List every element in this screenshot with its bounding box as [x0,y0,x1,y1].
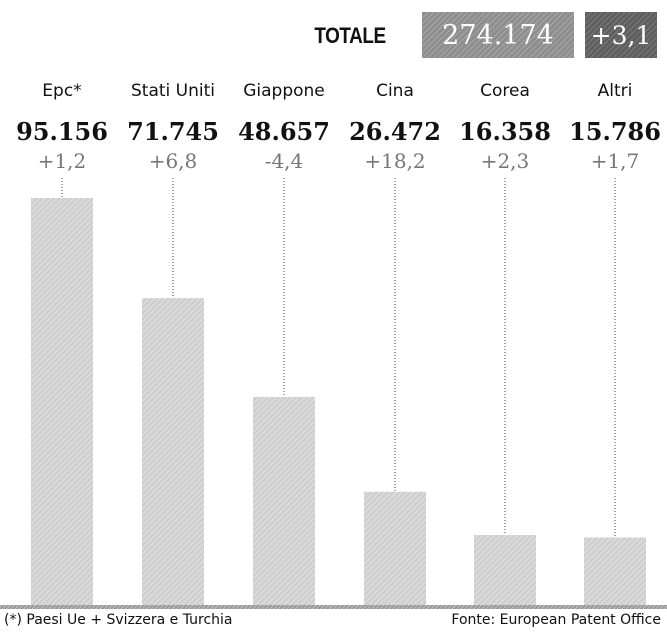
category-label: Cina [376,81,414,101]
value-label: 16.358 [459,117,551,146]
bar [31,198,93,605]
value-label: 15.786 [569,117,661,146]
change-label: +18,2 [364,149,425,173]
category-label: Epc* [42,81,81,101]
category-label: Altri [598,81,633,101]
category-label: Corea [480,81,530,101]
category-label: Stati Uniti [131,81,215,101]
change-label: +2,3 [481,149,530,173]
bar [584,537,646,605]
total-value: 274.174 [442,19,554,51]
change-label: +6,8 [149,149,198,173]
chart-marks: Epc* 95.156 +1,2 Stati Uniti 71.745 +6,8 Giapp… [0,81,667,609]
total-change: +3,1 [590,20,652,50]
change-label: +1,2 [38,149,87,173]
bar [142,298,204,605]
footnote: (*) Paesi Ue + Svizzera e Turchia [4,612,233,628]
change-label: -4,4 [265,149,304,173]
change-label: +1,7 [591,149,640,173]
total-label: TOTALE [314,23,386,48]
value-label: 48.657 [238,117,330,146]
value-label: 95.156 [16,117,108,146]
value-label: 71.745 [127,117,219,146]
value-label: 26.472 [349,117,441,146]
bar [474,535,536,605]
source-note: Fonte: European Patent Office [451,612,661,628]
baseline [0,605,667,609]
bar [364,491,426,605]
total-change-box: +3,1 [585,12,657,58]
category-label: Giappone [243,81,325,101]
bar [253,396,315,605]
total-value-box: 274.174 [422,12,574,58]
